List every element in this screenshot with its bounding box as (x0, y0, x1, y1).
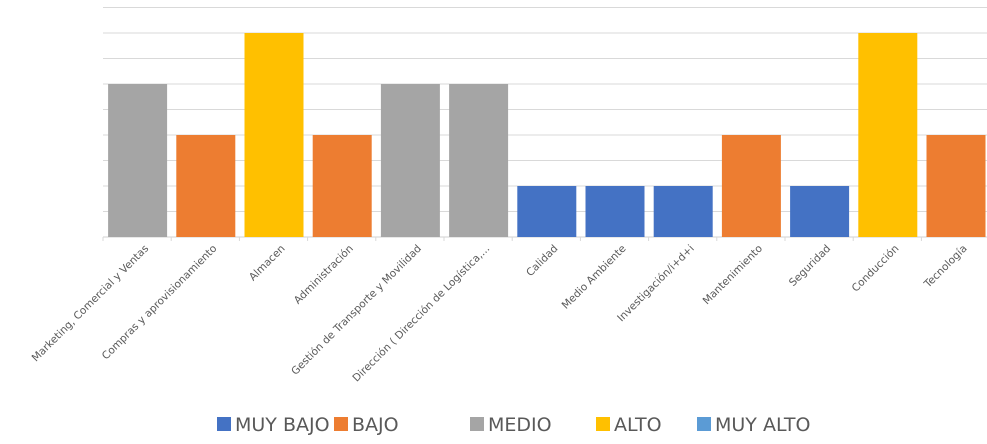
legend-swatch (334, 417, 348, 431)
bars (108, 33, 986, 237)
x-tick-label: Tecnología (921, 243, 969, 291)
x-tick-label: Investigación/i+d+i (615, 243, 697, 325)
legend: MUY BAJO BAJO MEDIO ALTO MUY ALTO (217, 414, 810, 436)
bar (517, 186, 577, 237)
bar (858, 33, 918, 237)
x-tick-label: Seguridad (787, 243, 833, 289)
legend-label: BAJO (352, 414, 399, 436)
x-tick-label: Calidad (524, 243, 560, 279)
legend-swatch (596, 417, 610, 431)
x-tick-label: Conducción (850, 243, 902, 295)
x-tick-label: Mantenimiento (701, 243, 765, 307)
legend-label: ALTO (614, 414, 662, 436)
bar (653, 186, 713, 237)
x-tick-label: Gestión de Transporte y Movilidad (289, 243, 424, 378)
bar (721, 135, 781, 237)
x-tick-label: Medio Ambiente (560, 243, 629, 312)
legend-swatch (697, 417, 711, 431)
legend-swatch (470, 417, 484, 431)
legend-label: MEDIO (488, 414, 552, 436)
legend-label: MUY ALTO (715, 414, 810, 436)
x-tick-label: Compras y aprovisionamiento (100, 243, 220, 363)
bar (244, 33, 304, 237)
x-tick-label: Administración (292, 243, 356, 307)
bar (449, 84, 509, 237)
bar (176, 135, 236, 237)
legend-label: MUY BAJO (235, 414, 330, 436)
bar (585, 186, 645, 237)
bar (108, 84, 168, 237)
bar (926, 135, 986, 237)
bar (380, 84, 440, 237)
bar (790, 186, 850, 237)
legend-swatch (217, 417, 231, 431)
x-tick-label: Dirección ( Dirección de Logística,... (350, 243, 492, 385)
x-tick-label: Almacen (247, 243, 288, 284)
bar (312, 135, 372, 237)
x-tick-label: Marketing, Comercial y Ventas (30, 243, 152, 365)
